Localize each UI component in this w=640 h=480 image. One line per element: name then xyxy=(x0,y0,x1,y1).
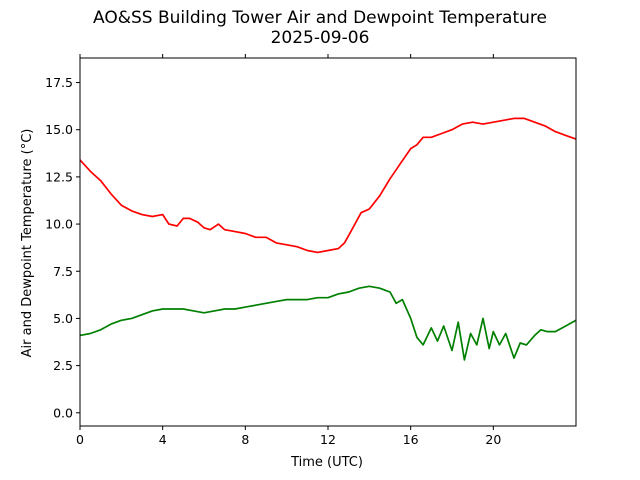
y-axis-label: Air and Dewpoint Temperature (°C) xyxy=(20,129,35,358)
y-tick-label: 2.5 xyxy=(53,358,73,373)
x-tick-label: 20 xyxy=(485,432,501,447)
x-tick-label: 8 xyxy=(241,432,249,447)
x-axis-label: Time (UTC) xyxy=(290,455,363,470)
plot-area: 0 4 8 12 16 20 0.0 2.5 5.0 7.5 10.0 12.5 15.0 17.5 xyxy=(45,54,577,447)
y-tick-label: 10.0 xyxy=(45,217,73,232)
chart-subtitle: 2025-09-06 xyxy=(270,28,370,48)
x-tick-label: 16 xyxy=(403,432,419,447)
series-line-dewpoint-temperature xyxy=(79,285,577,361)
plot-frame xyxy=(79,57,577,427)
y-tick-label: 5.0 xyxy=(53,311,73,326)
y-tick-label: 7.5 xyxy=(53,264,73,279)
y-tick-label: 17.5 xyxy=(45,75,73,90)
y-tick-label: 0.0 xyxy=(53,405,73,420)
series-line-air-temperature xyxy=(79,117,577,254)
x-tick-label: 4 xyxy=(159,432,167,447)
chart-title: AO&SS Building Tower Air and Dewpoint Te… xyxy=(92,8,547,28)
y-tick-label: 15.0 xyxy=(45,122,73,137)
y-tick-label: 12.5 xyxy=(45,169,73,184)
x-tick-label: 12 xyxy=(320,432,336,447)
x-tick-label: 0 xyxy=(76,432,84,447)
